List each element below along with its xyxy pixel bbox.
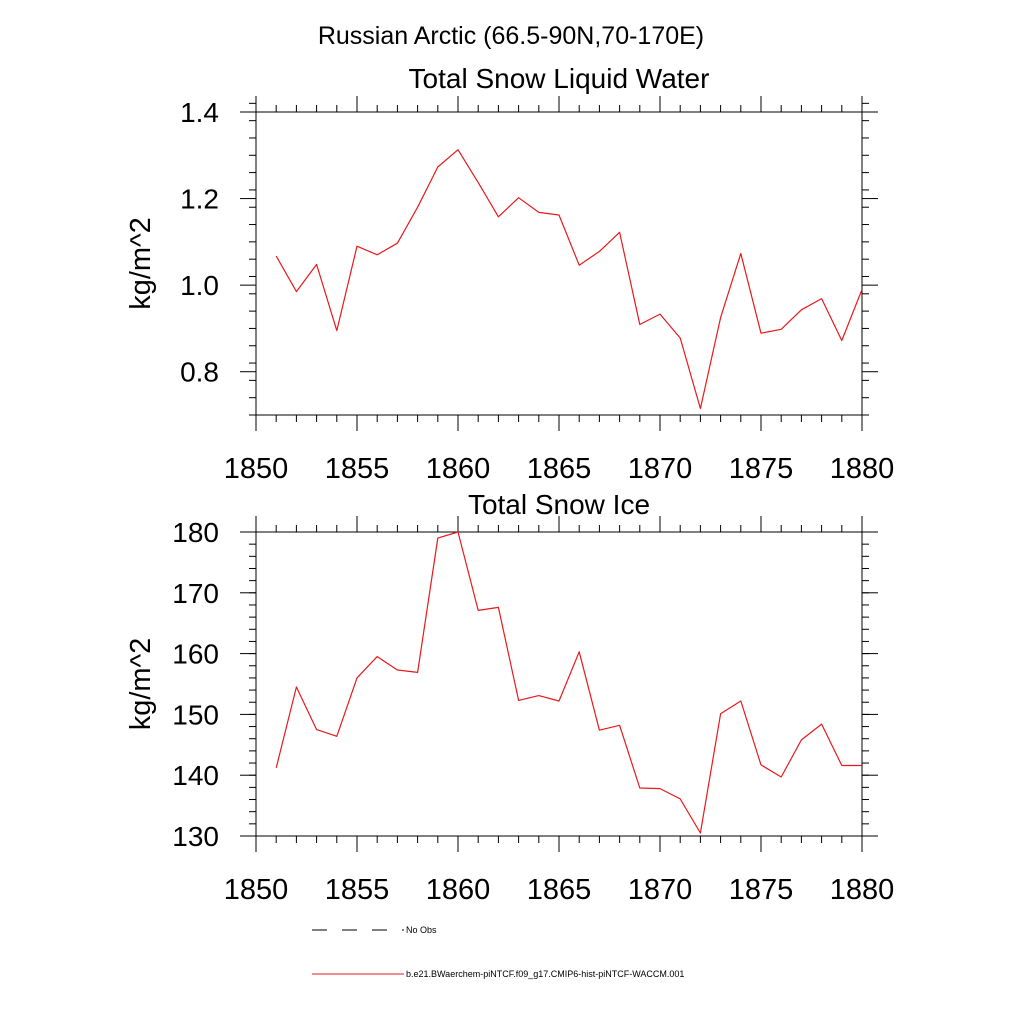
y-tick-label: 170 bbox=[172, 578, 219, 609]
y-tick-label: 150 bbox=[172, 699, 219, 730]
x-tick-label: 1850 bbox=[224, 453, 289, 485]
legend: No Obs b.e21.BWaerchem-piNTCF.f09_g17.CMI… bbox=[312, 925, 684, 979]
series-line bbox=[275, 531, 862, 834]
y-axis-label: kg/m^2 bbox=[125, 638, 157, 731]
x-tick-label: 1860 bbox=[426, 453, 491, 485]
x-tick-label: 1865 bbox=[527, 453, 592, 485]
y-tick-label: 180 bbox=[172, 517, 219, 548]
x-tick-label: 1865 bbox=[527, 874, 592, 906]
plot-frame bbox=[255, 111, 863, 416]
y-tick-label: 140 bbox=[172, 760, 219, 791]
x-tick-label: 1875 bbox=[729, 874, 794, 906]
plot-frame bbox=[255, 531, 863, 837]
x-tick-label: 1870 bbox=[628, 874, 693, 906]
panel-title: Total Snow Liquid Water bbox=[409, 63, 710, 94]
chart-panel-1: Total Snow Liquid Water kg/m^2 0.8 1.0 1.2 1.… bbox=[125, 63, 894, 485]
chart-panel-2: Total Snow Ice kg/m^2 130 140 150 160 170 180 18… bbox=[125, 489, 894, 906]
x-tick-label: 1880 bbox=[830, 874, 895, 906]
y-tick-label: 1.0 bbox=[180, 270, 219, 301]
x-tick-label: 1870 bbox=[628, 453, 693, 485]
x-tick-label: 1875 bbox=[729, 453, 794, 485]
x-tick-label: 1855 bbox=[325, 874, 390, 906]
y-tick-label: 130 bbox=[172, 821, 219, 852]
y-tick-label: 160 bbox=[172, 639, 219, 670]
panel-title: Total Snow Ice bbox=[468, 489, 650, 520]
legend-label: b.e21.BWaerchem-piNTCF.f09_g17.CMIP6-his… bbox=[406, 969, 684, 979]
x-tick-label: 1855 bbox=[325, 453, 390, 485]
legend-label: No Obs bbox=[406, 925, 437, 935]
x-tick-label: 1860 bbox=[426, 874, 491, 906]
y-axis-label: kg/m^2 bbox=[125, 217, 157, 310]
x-tick-label: 1880 bbox=[830, 453, 895, 485]
y-tick-label: 1.4 bbox=[180, 97, 219, 128]
figure-title: Russian Arctic (66.5-90N,70-170E) bbox=[318, 22, 704, 50]
x-tick-label: 1850 bbox=[224, 874, 289, 906]
series-line bbox=[275, 149, 863, 410]
y-tick-label: 0.8 bbox=[180, 357, 219, 388]
y-tick-label: 1.2 bbox=[180, 184, 219, 215]
